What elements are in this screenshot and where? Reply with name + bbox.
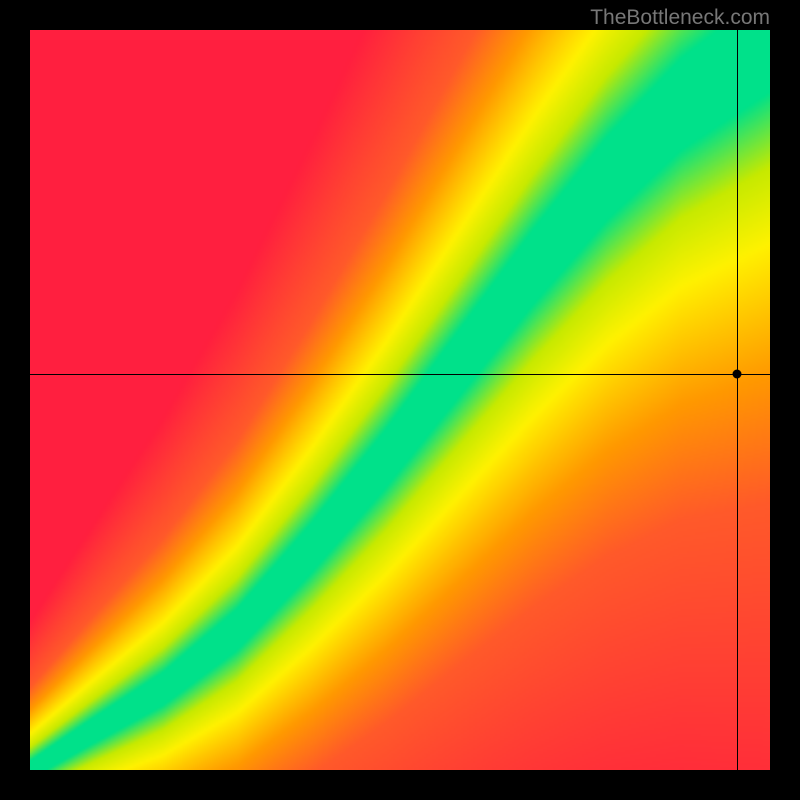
- bottleneck-heatmap: [30, 30, 770, 770]
- watermark-text: TheBottleneck.com: [590, 6, 770, 30]
- crosshair-marker: [732, 370, 741, 379]
- heatmap-canvas: [30, 30, 770, 770]
- crosshair-horizontal: [30, 374, 770, 375]
- crosshair-vertical: [737, 30, 738, 770]
